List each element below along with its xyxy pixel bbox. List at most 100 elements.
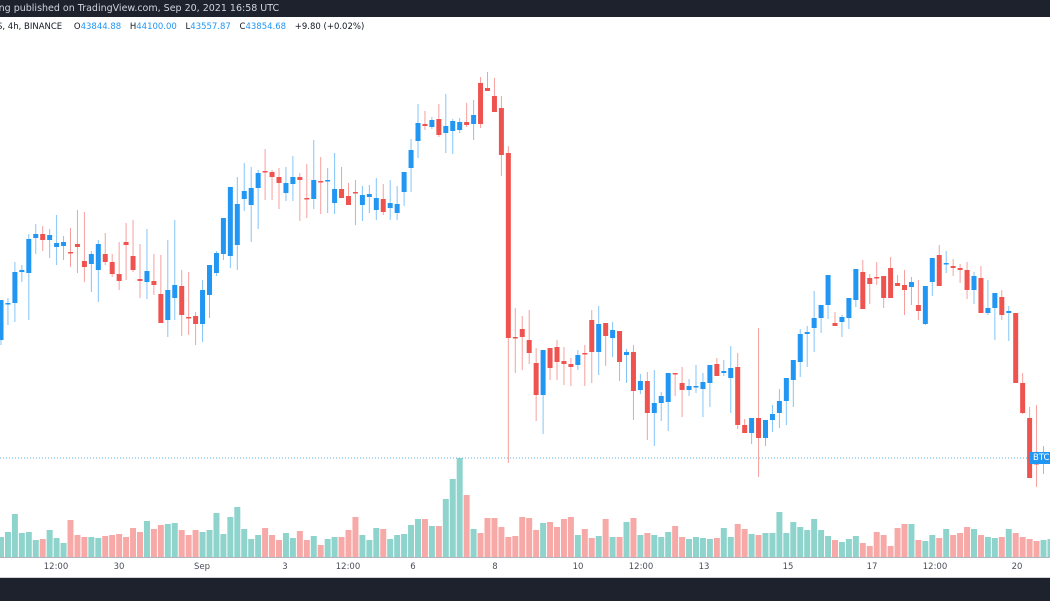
volume-bar xyxy=(929,535,936,557)
candle xyxy=(47,229,53,258)
candle xyxy=(707,365,713,407)
time-axis-label: 30 xyxy=(113,562,125,572)
candle xyxy=(137,244,143,298)
candle xyxy=(651,370,657,446)
volume-bar xyxy=(686,539,693,557)
time-axis[interactable]: 12:00 30 Sep 3 12:00 6 8 10 12:00 13 15 17 12:00 20 xyxy=(0,557,1050,578)
candle xyxy=(874,262,880,285)
symbol-info: S, 4h, BINANCE xyxy=(0,22,63,32)
volume-bar xyxy=(317,545,324,557)
candle xyxy=(624,349,629,383)
volume-bar xyxy=(435,526,442,557)
volume-bar xyxy=(0,537,4,557)
volume-bar xyxy=(971,529,977,557)
volume-bar xyxy=(574,535,581,557)
volume-bar xyxy=(567,517,574,557)
candle xyxy=(471,100,477,140)
candle xyxy=(387,180,393,220)
candle xyxy=(81,212,87,282)
candle xyxy=(234,177,240,270)
candle xyxy=(269,170,275,200)
candle xyxy=(561,347,567,385)
time-axis-label: 12:00 xyxy=(43,562,69,572)
candle xyxy=(193,312,199,345)
volume-bar xyxy=(588,538,595,557)
candlestick-chart[interactable] xyxy=(0,34,1050,557)
volume-bar xyxy=(401,534,408,557)
volume-bar xyxy=(595,536,602,557)
candle xyxy=(158,255,164,323)
candle xyxy=(915,280,921,320)
volume-bar xyxy=(797,527,804,557)
volume-bar xyxy=(11,514,18,557)
volume-bar xyxy=(977,535,984,557)
candle xyxy=(255,170,261,229)
candle xyxy=(964,262,970,299)
time-axis-label: 12:00 xyxy=(628,562,654,572)
volume-bar xyxy=(838,542,845,557)
candle xyxy=(498,96,504,176)
volume-bar xyxy=(644,533,651,557)
volume-bar xyxy=(498,527,505,557)
volume-bar xyxy=(32,540,39,557)
volume-bar xyxy=(713,538,720,557)
candle xyxy=(610,322,616,357)
candle xyxy=(304,164,310,218)
candle xyxy=(568,358,574,386)
candle xyxy=(478,77,484,128)
candle xyxy=(895,275,901,286)
volume-bar xyxy=(394,535,401,557)
low-value: 43557.87 xyxy=(190,22,231,32)
candle xyxy=(179,270,185,336)
volume-bar xyxy=(512,536,519,557)
volume-bar xyxy=(741,529,748,557)
candle xyxy=(950,259,956,276)
candle xyxy=(1006,306,1012,341)
volume-bar xyxy=(408,525,415,557)
candle xyxy=(422,111,428,130)
candle xyxy=(123,223,129,280)
candle xyxy=(262,149,268,200)
candle xyxy=(519,316,525,370)
candle xyxy=(630,345,636,420)
candle xyxy=(714,358,720,376)
candle xyxy=(290,156,296,201)
candle xyxy=(401,172,407,206)
time-axis-label: 13 xyxy=(698,562,710,572)
volume-bar xyxy=(484,518,491,557)
candle xyxy=(582,345,588,386)
volume-bar xyxy=(623,522,630,557)
candle xyxy=(936,245,942,286)
candle xyxy=(721,360,727,376)
volume-bar xyxy=(894,528,901,557)
volume-bar xyxy=(143,521,150,557)
volume-bar xyxy=(991,538,998,557)
candle xyxy=(971,272,977,304)
volume-bar xyxy=(998,537,1005,557)
candle xyxy=(881,276,887,308)
volume-bar xyxy=(359,535,366,557)
candle xyxy=(408,139,414,192)
candle xyxy=(311,140,317,209)
candle xyxy=(832,312,838,326)
volume-bar xyxy=(804,530,811,557)
volume-bar xyxy=(164,524,171,557)
volume-bar xyxy=(88,537,95,557)
high-value: 44100.00 xyxy=(136,22,177,32)
candle xyxy=(1013,313,1019,383)
volume-bar xyxy=(637,535,644,557)
candle xyxy=(888,257,894,298)
candle xyxy=(325,168,331,213)
candle xyxy=(512,308,518,373)
candle xyxy=(658,392,664,421)
volume-bar xyxy=(505,537,512,557)
volume-bar xyxy=(762,533,769,557)
candle xyxy=(783,378,789,425)
candle xyxy=(526,310,532,364)
volume-bar xyxy=(324,539,331,557)
volume-bar xyxy=(811,519,818,557)
candle xyxy=(554,340,560,380)
candle xyxy=(804,326,810,367)
volume-bar xyxy=(206,530,213,557)
candle xyxy=(61,236,67,260)
